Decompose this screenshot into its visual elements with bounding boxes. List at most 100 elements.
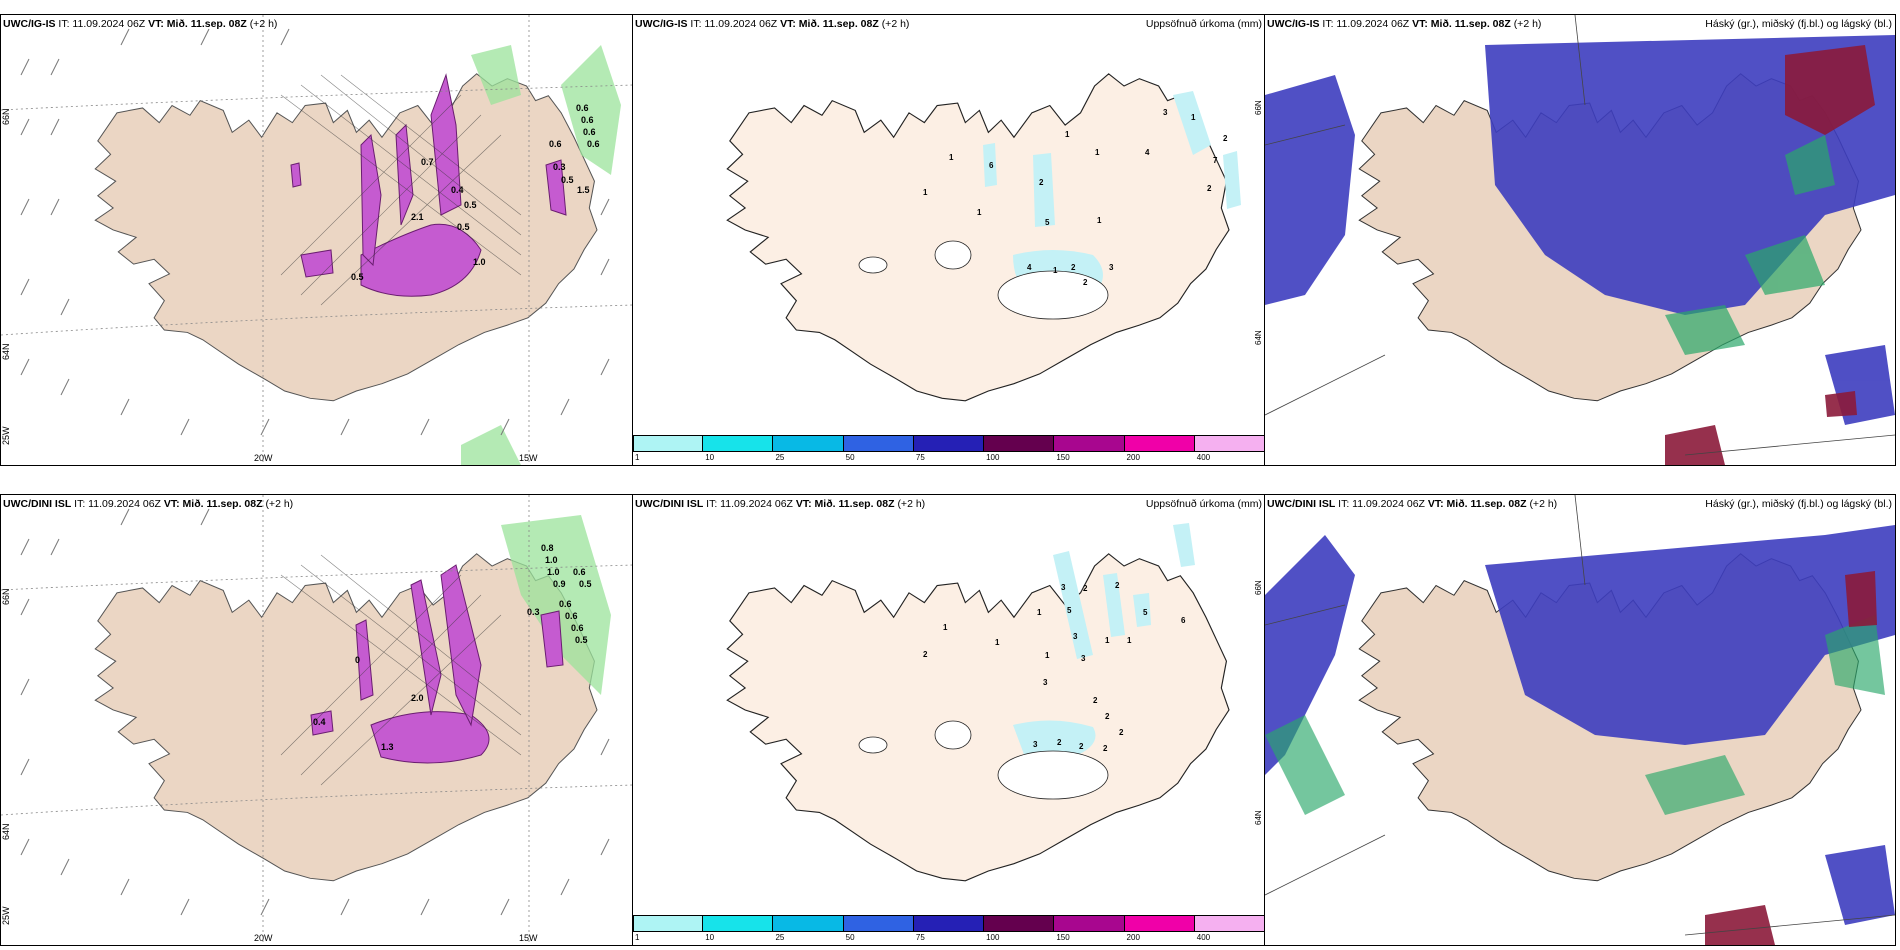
value-label: 5 [1045, 218, 1050, 227]
value-label: 1 [977, 208, 982, 217]
value-label: 0.5 [575, 635, 588, 645]
wind-precip-panel-row1: 0.6 0.6 0.6 0.6 0.6 0.5 0.3 1.5 2.1 0.5 … [0, 14, 634, 466]
precip-map: 1 1 1 1 2 3 2 2 5 6 3 1 5 3 1 3 2 2 2 2 … [633, 495, 1265, 945]
precip-areas [1013, 523, 1195, 757]
panel-title: UWC/IG-IS IT: 11.09.2024 06Z VT: Mið. 11… [1267, 18, 1541, 30]
value-label: 2 [1071, 263, 1076, 272]
model-name: UWC/IG-IS [1267, 18, 1320, 30]
colorbar-tick-label: 100 [986, 453, 1000, 462]
value-label: 0.5 [579, 579, 592, 589]
cloud-panel-row2: UWC/DINI ISL IT: 11.09.2024 06Z VT: Mið.… [1264, 494, 1896, 946]
wind-barbs [20, 508, 610, 916]
lat-label: 64N [1254, 330, 1263, 345]
colorbar-swatch [773, 915, 844, 932]
value-label: 1 [1097, 216, 1102, 225]
value-label: 0.6 [583, 127, 596, 137]
value-label: 0 [355, 655, 360, 665]
colorbar-swatch [703, 915, 774, 932]
value-label: 1 [1065, 130, 1070, 139]
value-label: 1 [1191, 113, 1196, 122]
value-label: 2 [1057, 738, 1062, 747]
precip-panel-row1: 1 1 6 1 2 1 5 1 3 1 4 7 2 2 1 2 4 1 2 3 … [632, 14, 1266, 466]
lon-label: 20W [254, 453, 273, 463]
value-label: 0.6 [571, 623, 584, 633]
cloud-title: Háský (gr.), miðský (fj.bl.) og lágský (… [1705, 18, 1892, 30]
value-label: 0.6 [559, 599, 572, 609]
init-time: IT: 11.09.2024 06Z [706, 498, 793, 510]
value-label: 0.6 [581, 115, 594, 125]
value-label: 3 [1163, 108, 1168, 117]
value-label: 1.3 [381, 742, 394, 752]
value-label: 2 [1119, 728, 1124, 737]
wind-shading [461, 45, 621, 465]
model-name: UWC/IG-IS [635, 18, 688, 30]
lon-label: 15W [519, 453, 538, 463]
model-name: UWC/DINI ISL [1267, 498, 1336, 510]
lead-time: (+2 h) [897, 498, 926, 510]
init-time: IT: 11.09.2024 06Z [1338, 498, 1425, 510]
value-label: 0.6 [573, 567, 586, 577]
value-label: 2 [1093, 696, 1098, 705]
lon-label: 20W [254, 933, 273, 943]
value-label: 3 [1033, 740, 1038, 749]
valid-time: VT: Mið. 11.sep. 08Z [163, 498, 263, 510]
axis-labels: 20W 15W 66N 64N 25W [1, 108, 538, 463]
valid-time: VT: Mið. 11.sep. 08Z [1427, 498, 1527, 510]
value-label: 0.6 [549, 139, 562, 149]
value-label: 2 [1079, 742, 1084, 751]
value-label: 3 [1073, 632, 1078, 641]
value-label: 0.6 [565, 611, 578, 621]
precip-title: Uppsöfnuð úrkoma (mm) [1145, 18, 1262, 30]
value-label: 1 [1127, 636, 1132, 645]
cloud-title: Háský (gr.), miðský (fj.bl.) og lágský (… [1705, 498, 1892, 510]
colorbar-tick-label: 150 [1056, 453, 1070, 462]
precip-bands [290, 73, 567, 297]
high-cloud [1265, 525, 1895, 925]
colorbar-frame [633, 915, 1265, 932]
wind-precip-map: 0.8 1.0 1.0 0.9 0.6 0.5 0.6 0.6 0.6 0.5 … [1, 495, 633, 945]
colorbar-tick-label: 200 [1126, 933, 1140, 942]
colorbar-swatch [1124, 915, 1195, 932]
precip-value-labels: 1 1 6 1 2 1 5 1 3 1 4 7 2 2 1 2 4 1 2 3 [923, 108, 1228, 287]
colorbar-tick-label: 50 [845, 933, 855, 942]
glaciers [858, 720, 1109, 800]
lead-time: (+2 h) [1529, 498, 1558, 510]
value-label: 2 [1207, 184, 1212, 193]
colorbar-tick-label: 10 [705, 453, 715, 462]
panel-title: UWC/IG-IS IT: 11.09.2024 06Z VT: Mið. 11… [635, 18, 909, 30]
lat-label: 66N [1254, 580, 1263, 595]
colorbar-swatch [913, 435, 985, 452]
precip-value-labels: 1 1 1 1 2 3 2 2 5 6 3 1 5 3 1 3 2 2 2 2 … [923, 581, 1186, 753]
value-label: 5 [1143, 608, 1148, 617]
mid-cloud [1265, 615, 1885, 815]
model-name: UWC/IG-IS [3, 18, 56, 30]
model-name: UWC/DINI ISL [635, 498, 704, 510]
axis-labels: 20W 15W 66N 64N 25W [1, 588, 538, 943]
value-label: 0.8 [541, 543, 554, 553]
init-time: IT: 11.09.2024 06Z [58, 18, 146, 30]
mid-cloud [1665, 135, 1835, 355]
grid-lines [1265, 15, 1895, 456]
colorbar-tick-label: 200 [1126, 453, 1140, 462]
colorbar-tick-label: 150 [1056, 933, 1070, 942]
lead-time: (+2 h) [881, 18, 910, 30]
wind-precip-map: 0.6 0.6 0.6 0.6 0.6 0.5 0.3 1.5 2.1 0.5 … [1, 15, 633, 465]
value-label: 0.5 [351, 272, 364, 282]
colorbar-swatch [703, 435, 774, 452]
model-name: UWC/DINI ISL [3, 498, 72, 510]
cloud-panel-row1: UWC/IG-IS IT: 11.09.2024 06Z VT: Mið. 11… [1264, 14, 1896, 466]
colorbar-tick-label: 50 [845, 453, 855, 462]
precip-colorbar: 1 10 25 50 75 100 150 200 400 [633, 435, 1265, 463]
value-label: 4 [1145, 148, 1150, 157]
precip-title: Uppsöfnuð úrkoma (mm) [1145, 498, 1262, 510]
colorbar-tick-label: 400 [1196, 453, 1211, 462]
lat-label: 64N [1, 343, 11, 360]
value-label: 1 [1053, 266, 1058, 275]
value-label: 1 [995, 638, 1000, 647]
value-label: 0.5 [561, 175, 574, 185]
panel-title: UWC/IG-IS IT: 11.09.2024 06Z VT: Mið. 11… [3, 18, 277, 30]
lat-label: 66N [1, 588, 11, 605]
colorbar-tick-label: 10 [705, 933, 715, 942]
colorbar-swatch [1124, 435, 1195, 452]
precip-value-labels: 0.6 0.6 0.6 0.6 0.6 0.5 0.3 1.5 2.1 0.5 … [351, 103, 600, 282]
